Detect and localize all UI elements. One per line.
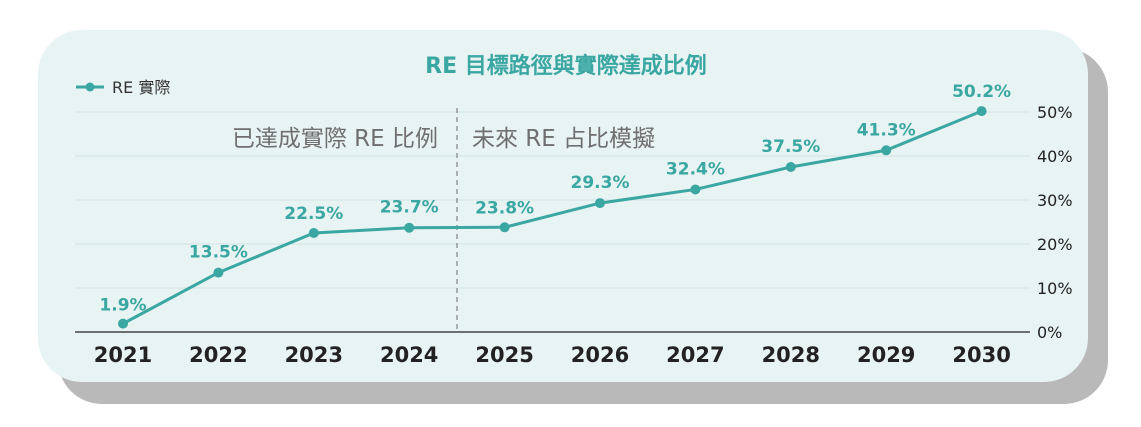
data-labels: 1.9% 13.5% 22.5% 23.7% 23.8% 29.3% 32.4% 37.5% 4… <box>99 82 1011 316</box>
x-tick-label: 2027 <box>666 343 724 367</box>
data-label: 50.2% <box>952 82 1011 102</box>
x-tick-label: 2021 <box>94 343 152 367</box>
section-label-projected: 未來 RE 占比模擬 <box>472 126 655 152</box>
x-tick-label: 2028 <box>762 343 820 367</box>
y-tick-label: 20% <box>1037 235 1073 254</box>
data-point <box>976 106 987 117</box>
data-label: 37.5% <box>761 137 820 157</box>
data-point <box>308 228 319 238</box>
gridlines <box>75 111 1030 333</box>
y-axis-ticks: 0% 10% 20% 30% 40% 50% <box>1037 103 1073 342</box>
x-tick-label: 2024 <box>380 343 438 367</box>
section-label-actual: 已達成實際 RE 比例 <box>232 126 438 152</box>
data-point <box>213 267 224 278</box>
series-re-actual <box>118 106 987 329</box>
x-tick-label: 2025 <box>475 343 533 367</box>
data-label: 32.4% <box>666 159 725 179</box>
y-tick-label: 50% <box>1037 103 1073 122</box>
data-label: 29.3% <box>571 173 630 193</box>
data-point <box>404 222 415 233</box>
x-tick-label: 2023 <box>285 343 343 367</box>
x-tick-label: 2030 <box>952 343 1010 367</box>
y-tick-label: 40% <box>1037 147 1073 166</box>
data-point <box>785 162 796 172</box>
data-point <box>881 145 892 156</box>
data-label: 23.7% <box>380 198 439 218</box>
data-label: 22.5% <box>284 204 343 224</box>
x-tick-label: 2029 <box>857 343 915 367</box>
legend: RE 實際 <box>76 78 170 97</box>
legend-dot-marker <box>85 82 95 92</box>
data-point <box>690 184 701 195</box>
data-point <box>595 198 605 209</box>
data-label: 23.8% <box>475 198 534 218</box>
x-axis-ticks: 2021 2022 2023 2024 2025 2026 2027 2028 2029 2030 <box>94 343 1011 367</box>
series-line <box>122 109 983 325</box>
data-point <box>499 222 510 233</box>
legend-label: RE 實際 <box>112 78 170 97</box>
data-label: 13.5% <box>189 243 248 263</box>
data-point <box>118 318 128 329</box>
y-tick-label: 0% <box>1037 323 1062 342</box>
x-tick-label: 2022 <box>189 343 247 367</box>
x-tick-label: 2026 <box>571 343 629 367</box>
data-label: 41.3% <box>857 120 916 140</box>
chart-card <box>38 30 1088 382</box>
y-tick-label: 10% <box>1037 279 1073 298</box>
data-label: 1.9% <box>99 296 146 316</box>
chart-title: RE 目標路徑與實際達成比例 <box>425 53 707 79</box>
y-tick-label: 30% <box>1037 191 1073 210</box>
